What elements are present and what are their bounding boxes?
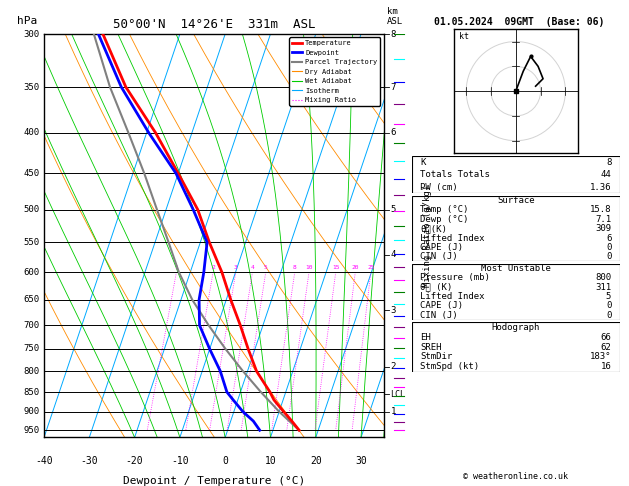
Text: 62: 62 — [601, 343, 611, 351]
Text: 0: 0 — [222, 455, 228, 466]
Text: 7: 7 — [391, 83, 396, 91]
Text: Temp (°C): Temp (°C) — [420, 206, 469, 214]
Text: 183°: 183° — [590, 352, 611, 362]
Text: Lifted Index: Lifted Index — [420, 234, 485, 243]
Text: 0: 0 — [606, 243, 611, 252]
Text: kt: kt — [459, 32, 469, 41]
Text: 8: 8 — [606, 158, 611, 167]
Text: 700: 700 — [24, 321, 40, 330]
Text: Dewp (°C): Dewp (°C) — [420, 215, 469, 224]
Text: 44: 44 — [601, 170, 611, 179]
Text: 500: 500 — [24, 205, 40, 214]
Text: CIN (J): CIN (J) — [420, 311, 458, 320]
Text: 66: 66 — [601, 332, 611, 342]
Text: 5: 5 — [264, 265, 267, 270]
Text: 5: 5 — [606, 292, 611, 301]
Text: 750: 750 — [24, 345, 40, 353]
Text: 0: 0 — [606, 301, 611, 311]
Text: © weatheronline.co.uk: © weatheronline.co.uk — [464, 472, 568, 481]
Text: LCL: LCL — [391, 389, 406, 399]
Text: 600: 600 — [24, 268, 40, 277]
Text: CAPE (J): CAPE (J) — [420, 301, 464, 311]
Text: 2: 2 — [211, 265, 215, 270]
Text: 8: 8 — [391, 30, 396, 38]
Text: 20: 20 — [352, 265, 359, 270]
Title: 50°00'N  14°26'E  331m  ASL: 50°00'N 14°26'E 331m ASL — [113, 18, 315, 32]
Text: θᴇ(K): θᴇ(K) — [420, 224, 447, 233]
Text: 8: 8 — [293, 265, 297, 270]
Text: 950: 950 — [24, 426, 40, 435]
Text: 5: 5 — [391, 205, 396, 214]
Text: 7.1: 7.1 — [595, 215, 611, 224]
Text: 15.8: 15.8 — [590, 206, 611, 214]
Text: 10: 10 — [265, 455, 276, 466]
Text: 300: 300 — [24, 30, 40, 38]
Text: 0: 0 — [606, 311, 611, 320]
Text: θᴇ (K): θᴇ (K) — [420, 283, 452, 292]
Text: CIN (J): CIN (J) — [420, 252, 458, 261]
Text: StmSpd (kt): StmSpd (kt) — [420, 363, 479, 371]
Text: CAPE (J): CAPE (J) — [420, 243, 464, 252]
Legend: Temperature, Dewpoint, Parcel Trajectory, Dry Adiabat, Wet Adiabat, Isotherm, Mi: Temperature, Dewpoint, Parcel Trajectory… — [289, 37, 380, 106]
Text: 650: 650 — [24, 295, 40, 304]
Text: 10: 10 — [305, 265, 313, 270]
Text: 1.36: 1.36 — [590, 183, 611, 191]
Text: -40: -40 — [35, 455, 53, 466]
Text: Pressure (mb): Pressure (mb) — [420, 273, 490, 282]
Text: 800: 800 — [595, 273, 611, 282]
Text: 20: 20 — [310, 455, 321, 466]
Text: -10: -10 — [171, 455, 189, 466]
Text: km
ASL: km ASL — [387, 6, 403, 26]
Text: 1: 1 — [174, 265, 178, 270]
Text: Totals Totals: Totals Totals — [420, 170, 490, 179]
Text: Hodograph: Hodograph — [492, 323, 540, 331]
Text: 4: 4 — [250, 265, 254, 270]
Text: 400: 400 — [24, 128, 40, 138]
Text: 3: 3 — [234, 265, 238, 270]
Text: 450: 450 — [24, 169, 40, 178]
Text: SREH: SREH — [420, 343, 442, 351]
Text: 6: 6 — [391, 128, 396, 138]
Text: Most Unstable: Most Unstable — [481, 264, 551, 273]
Text: -20: -20 — [126, 455, 143, 466]
Text: hPa: hPa — [17, 16, 37, 26]
Text: 3: 3 — [391, 306, 396, 315]
Text: 16: 16 — [601, 363, 611, 371]
Text: 900: 900 — [24, 407, 40, 416]
Text: 6: 6 — [606, 234, 611, 243]
Text: 15: 15 — [332, 265, 340, 270]
Text: StmDir: StmDir — [420, 352, 452, 362]
Text: EH: EH — [420, 332, 431, 342]
Text: 350: 350 — [24, 83, 40, 91]
Text: 311: 311 — [595, 283, 611, 292]
Text: 25: 25 — [367, 265, 374, 270]
Text: 01.05.2024  09GMT  (Base: 06): 01.05.2024 09GMT (Base: 06) — [434, 17, 604, 27]
Text: 550: 550 — [24, 238, 40, 247]
Text: 309: 309 — [595, 224, 611, 233]
Text: Dewpoint / Temperature (°C): Dewpoint / Temperature (°C) — [123, 476, 305, 486]
Text: PW (cm): PW (cm) — [420, 183, 458, 191]
Text: Mixing Ratio (g/kg): Mixing Ratio (g/kg) — [423, 185, 432, 287]
Text: 800: 800 — [24, 366, 40, 376]
Text: 850: 850 — [24, 387, 40, 397]
Text: 30: 30 — [355, 455, 367, 466]
Text: 4: 4 — [391, 250, 396, 259]
Text: -30: -30 — [81, 455, 98, 466]
Text: 1: 1 — [391, 407, 396, 416]
Text: K: K — [420, 158, 426, 167]
Text: Surface: Surface — [497, 196, 535, 205]
Text: 0: 0 — [606, 252, 611, 261]
Text: Lifted Index: Lifted Index — [420, 292, 485, 301]
Text: 2: 2 — [391, 363, 396, 371]
